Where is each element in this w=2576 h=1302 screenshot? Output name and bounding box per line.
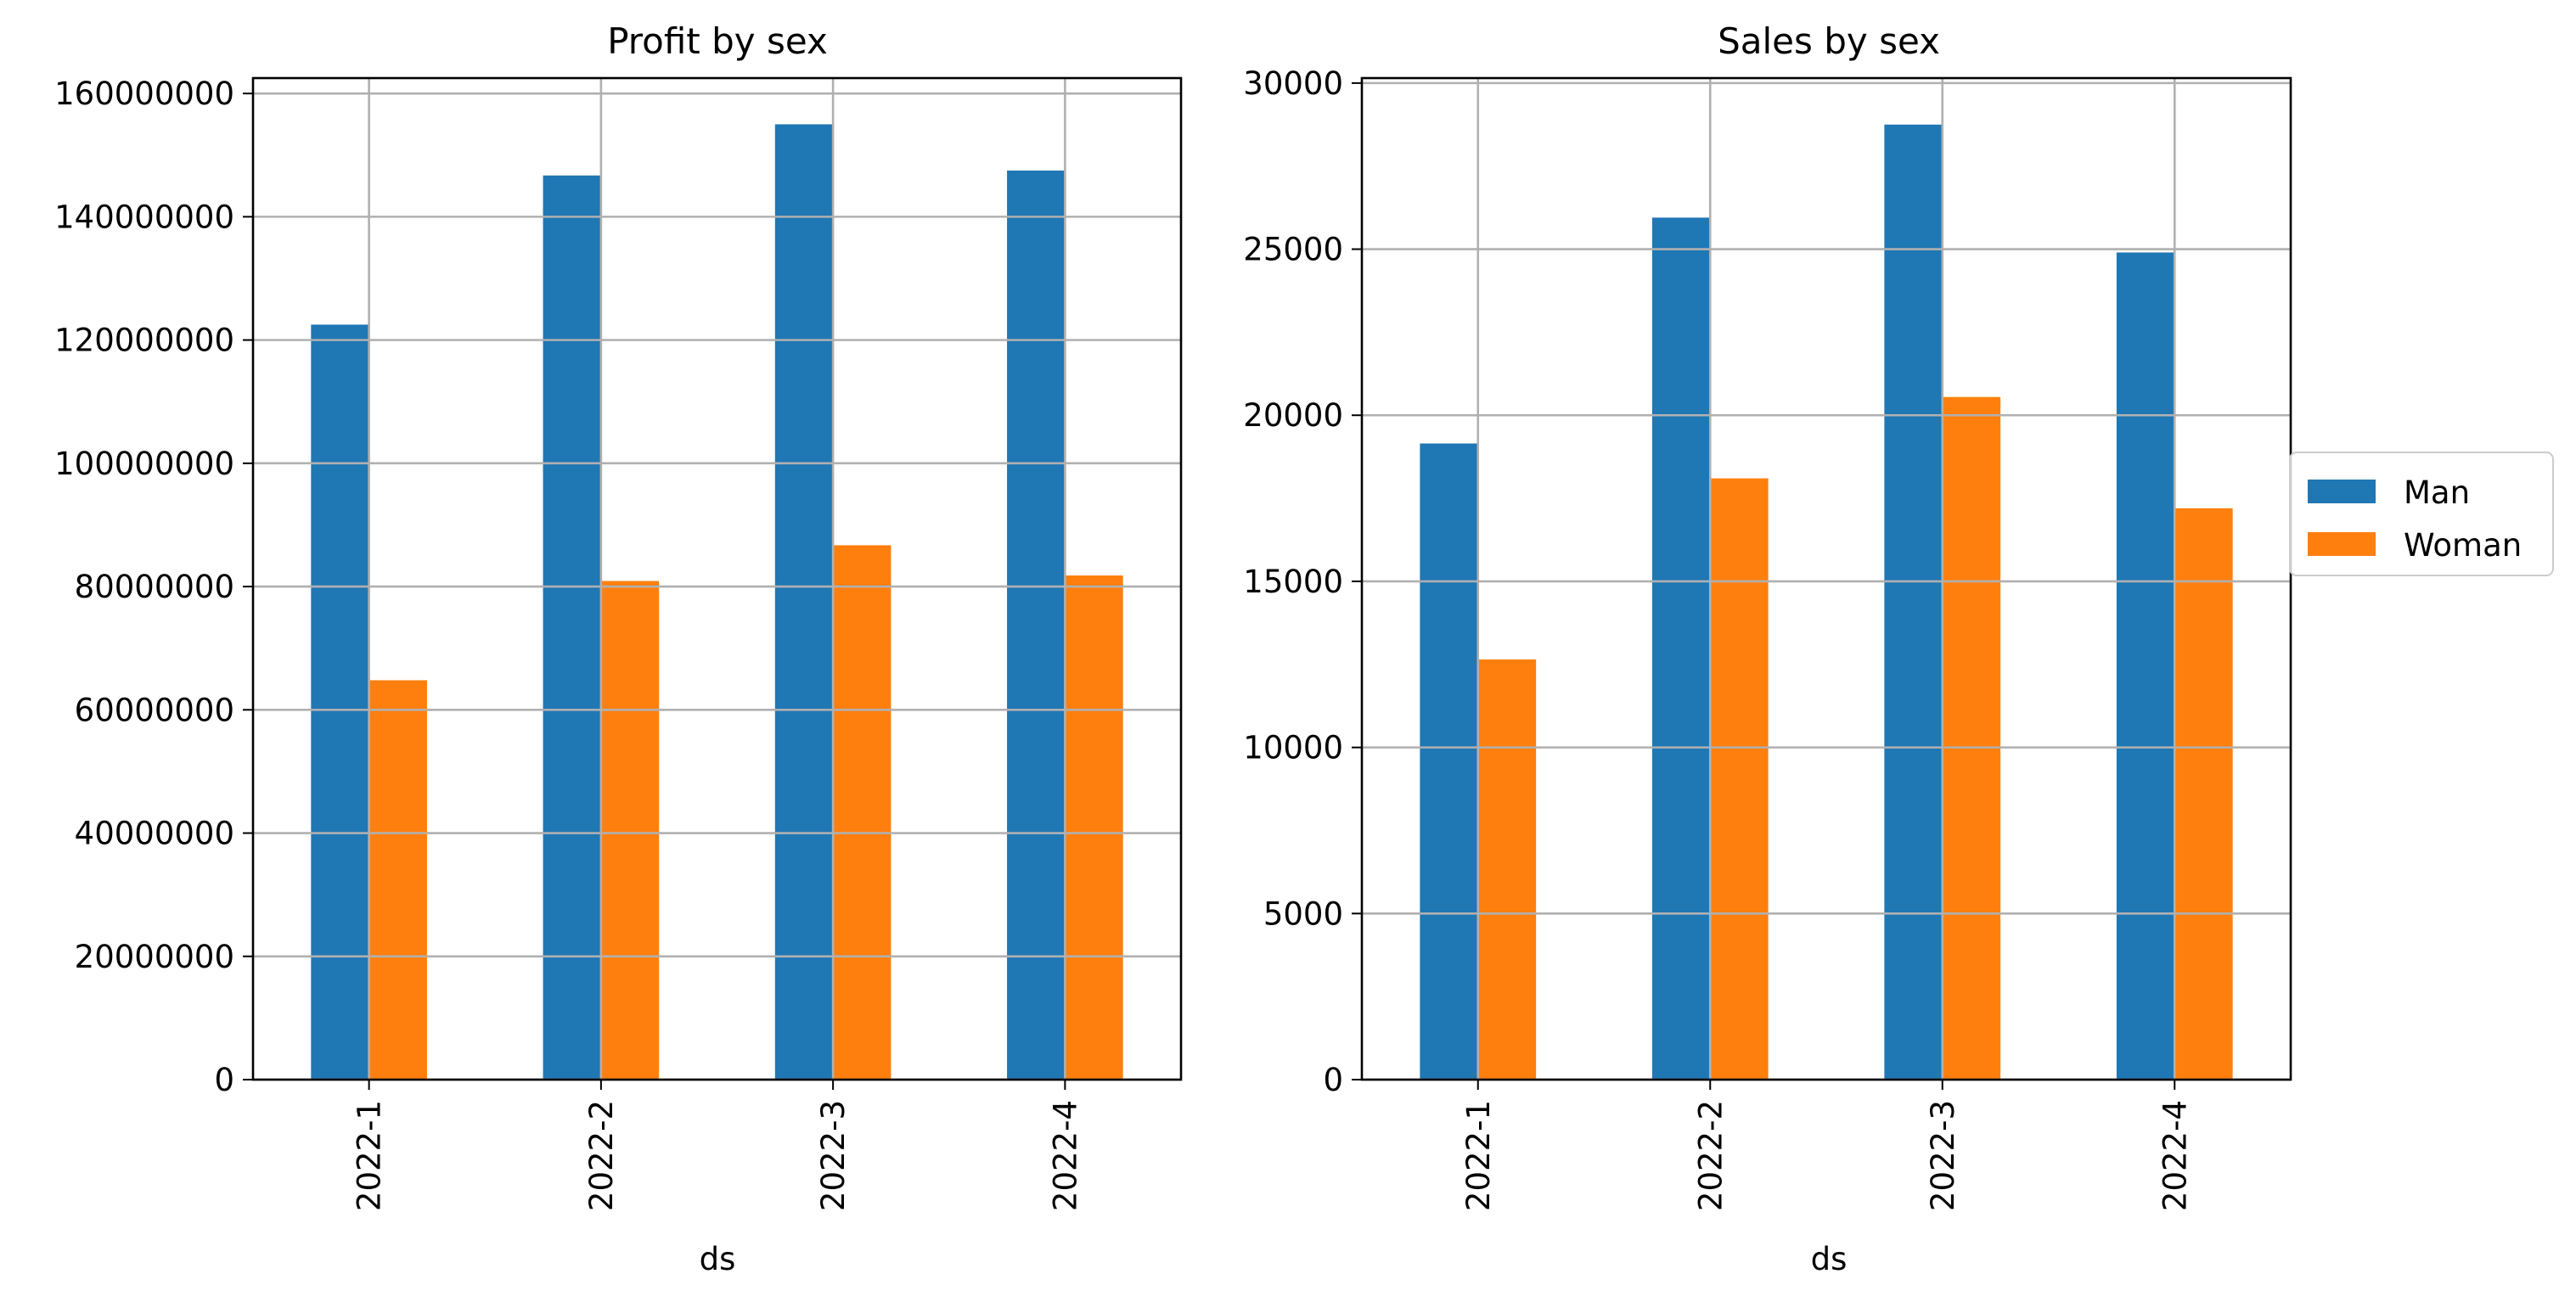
chart-title: Profit by sex: [607, 20, 828, 62]
y-tick-label: 40000000: [75, 816, 234, 852]
legend-label-woman: Woman: [2404, 527, 2522, 564]
x-tick-label: 2022-4: [2157, 1100, 2193, 1211]
y-tick-label: 15000: [1243, 564, 1343, 600]
y-tick-label: 10000: [1243, 730, 1343, 766]
bar-woman-2022-2: [1710, 478, 1769, 1080]
bar-man-2022-1: [1420, 443, 1478, 1080]
bar-woman-2022-3: [1942, 396, 2001, 1080]
bar-man-2022-2: [543, 175, 601, 1080]
series-woman: [1477, 396, 2233, 1080]
bar-man-2022-4: [2116, 252, 2175, 1080]
bar-woman-2022-1: [368, 680, 427, 1080]
bar-man-2022-2: [1651, 217, 1711, 1080]
profit-by-sex-chart: Profit by sex ds 0 20000000 40000000 600000…: [54, 20, 1183, 1277]
series-woman: [368, 545, 1123, 1080]
bar-woman-2022-1: [1477, 659, 1537, 1080]
y-tick-label: 20000: [1243, 397, 1343, 434]
y-tick-label: 5000: [1263, 895, 1343, 932]
y-tick-label: 0: [1323, 1062, 1343, 1098]
x-tick-label: 2022-4: [1047, 1100, 1083, 1211]
y-tick-label: 120000000: [54, 323, 234, 359]
chart-title: Sales by sex: [1718, 20, 1940, 62]
axes-frame: [251, 76, 1183, 1081]
sales-by-sex-chart: Sales by sex ds 0 5000 10000 15000 20000 2500…: [1243, 20, 2292, 1277]
bar-woman-2022-3: [833, 545, 891, 1080]
y-tick-label: 140000000: [54, 199, 234, 235]
y-tick-label: 80000000: [75, 569, 234, 605]
x-tick-label: 2022-1: [352, 1100, 388, 1211]
y-tick-label: 0: [214, 1062, 234, 1098]
y-tick-label: 60000000: [75, 692, 234, 728]
legend-swatch-woman: [2308, 532, 2376, 556]
y-tick-label: 25000: [1243, 232, 1343, 268]
x-tick-label: 2022-3: [1925, 1100, 1961, 1211]
x-tick-label: 2022-1: [1460, 1100, 1497, 1211]
x-tick-label: 2022-2: [1692, 1100, 1729, 1211]
bar-man-2022-4: [1007, 170, 1066, 1080]
legend-label-man: Man: [2404, 474, 2470, 511]
y-tick-label: 100000000: [54, 446, 234, 482]
bar-man-2022-1: [311, 324, 369, 1080]
x-axis-label: ds: [700, 1241, 736, 1277]
x-tick-label: 2022-2: [583, 1100, 620, 1211]
bar-man-2022-3: [1884, 124, 1943, 1080]
axes-frame: [1360, 76, 2292, 1081]
bar-woman-2022-4: [2174, 508, 2233, 1080]
y-tick-label: 160000000: [54, 76, 234, 112]
y-tick-label: 20000000: [75, 939, 234, 975]
series-man: [1420, 124, 2175, 1080]
bar-man-2022-3: [774, 124, 834, 1080]
legend: Man Woman: [2289, 452, 2554, 576]
x-axis-label: ds: [1811, 1241, 1848, 1277]
y-tick-label: 30000: [1243, 65, 1343, 102]
x-tick-label: 2022-3: [815, 1100, 852, 1211]
series-man: [311, 124, 1066, 1080]
bar-woman-2022-4: [1065, 575, 1123, 1080]
bar-woman-2022-2: [600, 581, 660, 1080]
legend-swatch-man: [2308, 480, 2376, 503]
